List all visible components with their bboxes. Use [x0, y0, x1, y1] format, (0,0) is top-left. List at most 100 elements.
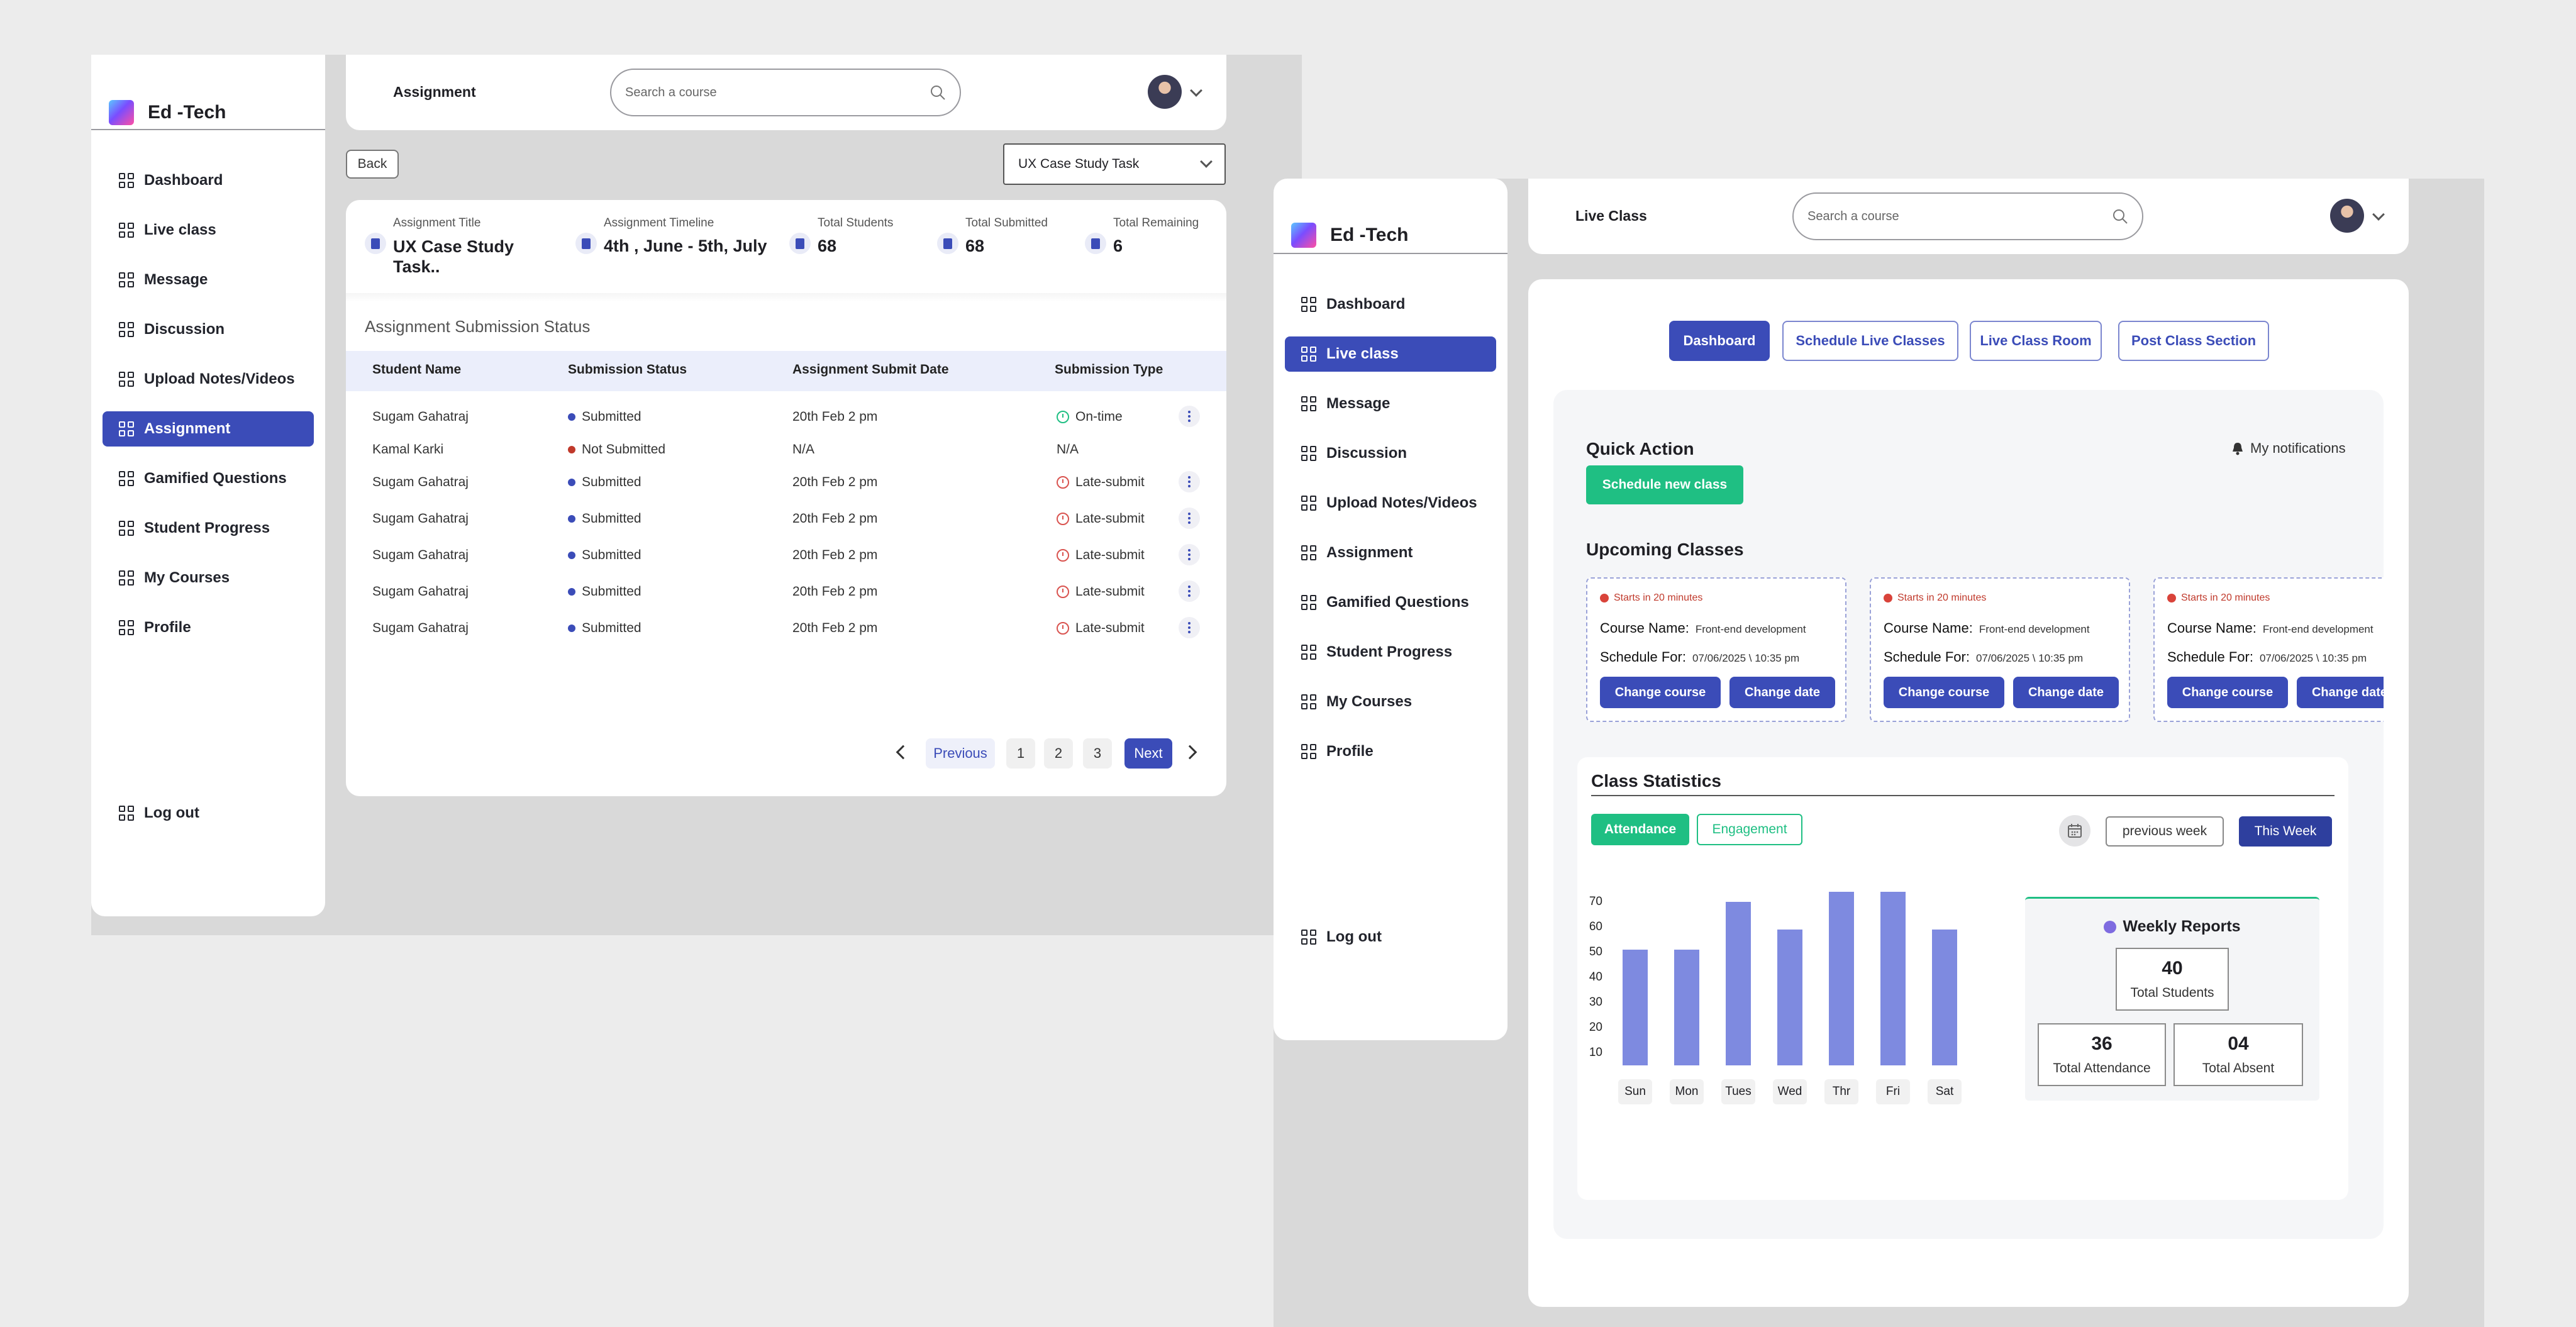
notifications-link[interactable]: My notifications — [2231, 440, 2346, 457]
page-1[interactable]: 1 — [1006, 738, 1035, 769]
row-menu-icon[interactable] — [1179, 617, 1200, 638]
previous-week-button[interactable]: previous week — [2106, 816, 2224, 847]
prev-arrow-icon[interactable] — [896, 745, 911, 760]
right-sidebar: Ed -Tech Dashboard Live class Message Discu… — [1274, 179, 1507, 1040]
bar-wed — [1777, 930, 1802, 1065]
sidebar-item-discussion[interactable]: Discussion — [103, 312, 314, 347]
row-menu-icon[interactable] — [1179, 471, 1200, 492]
chevron-down-icon[interactable] — [1190, 84, 1202, 97]
sidebar-item-my-courses[interactable]: My Courses — [1285, 684, 1496, 719]
sidebar-item-student-progress[interactable]: Student Progress — [103, 511, 314, 546]
logout-button[interactable]: Log out — [1285, 919, 1496, 955]
status-text: Submitted — [582, 475, 641, 489]
change-course-button[interactable]: Change course — [1600, 677, 1721, 708]
sidebar-item-live-class[interactable]: Live class — [1285, 336, 1496, 372]
next-arrow-icon[interactable] — [1182, 745, 1197, 760]
sidebar-item-student-progress[interactable]: Student Progress — [1285, 635, 1496, 670]
avatar[interactable] — [1148, 75, 1182, 109]
summary-divider — [346, 293, 1226, 302]
tab-dashboard[interactable]: Dashboard — [1669, 321, 1770, 361]
row-menu-icon[interactable] — [1179, 544, 1200, 565]
status-text: Submitted — [582, 548, 641, 562]
schedule-label: Schedule For: — [2167, 649, 2253, 665]
change-date-button[interactable]: Change date — [1729, 677, 1835, 708]
row-menu-icon[interactable] — [1179, 508, 1200, 529]
bar-sun — [1623, 950, 1648, 1065]
type-text: On-time — [1075, 409, 1123, 424]
sidebar-item-dashboard[interactable]: Dashboard — [103, 163, 314, 198]
task-select[interactable]: UX Case Study Task — [1003, 143, 1226, 185]
sidebar-item-dashboard[interactable]: Dashboard — [1285, 287, 1496, 322]
sidebar-item-gamified-questions[interactable]: Gamified Questions — [1285, 585, 1496, 620]
change-course-button[interactable]: Change course — [1884, 677, 2004, 708]
student-name: Sugam Gahatraj — [372, 475, 469, 489]
avatar[interactable] — [2330, 199, 2364, 233]
change-date-button[interactable]: Change date — [2297, 677, 2384, 708]
sidebar-item-upload-notes-videos[interactable]: Upload Notes/Videos — [1285, 486, 1496, 521]
sidebar-item-gamified-questions[interactable]: Gamified Questions — [103, 461, 314, 496]
type-text: N/A — [1057, 442, 1079, 457]
search-input[interactable]: Search a course — [1792, 192, 2143, 240]
x-tick-label: Mon — [1670, 1079, 1704, 1104]
submit-date: 20th Feb 2 pm — [792, 621, 878, 635]
change-date-button[interactable]: Change date — [2013, 677, 2119, 708]
page-2[interactable]: 2 — [1044, 738, 1073, 769]
upcoming-class-card: Starts in 20 minutes Course Name: Front-en… — [2153, 577, 2384, 722]
change-course-button[interactable]: Change course — [2167, 677, 2288, 708]
sidebar-item-assignment[interactable]: Assignment — [1285, 535, 1496, 570]
previous-button[interactable]: Previous — [926, 738, 995, 769]
sidebar-item-message[interactable]: Message — [1285, 386, 1496, 421]
logout-label: Log out — [1326, 928, 1382, 945]
document-icon — [365, 233, 386, 254]
submission-status: Submitted — [568, 621, 641, 636]
sidebar-item-discussion[interactable]: Discussion — [1285, 436, 1496, 471]
timer-icon — [1057, 513, 1069, 525]
course-value: Front-end development — [1695, 623, 1806, 635]
schedule-for: Schedule For: 07/06/2025 \ 10:35 pm — [1884, 649, 2083, 665]
logout-button[interactable]: Log out — [103, 796, 314, 831]
summary-value-assignment-title: UX Case Study Task.. — [393, 237, 514, 276]
sidebar-item-my-courses[interactable]: My Courses — [103, 560, 314, 596]
row-menu-icon[interactable] — [1179, 406, 1200, 427]
sidebar-item-profile[interactable]: Profile — [1285, 734, 1496, 769]
timer-hand — [1062, 625, 1063, 629]
page-3[interactable]: 3 — [1083, 738, 1112, 769]
chevron-down-icon[interactable] — [2372, 208, 2385, 221]
calendar-icon[interactable] — [2059, 815, 2090, 847]
sidebar-item-upload-notes-videos[interactable]: Upload Notes/Videos — [103, 362, 314, 397]
sidebar-item-live-class[interactable]: Live class — [103, 213, 314, 248]
status-text: Submitted — [582, 584, 641, 599]
y-tick-label: 30 — [1589, 996, 1602, 1009]
sidebar-item-assignment[interactable]: Assignment — [103, 411, 314, 447]
tab-live-class-room[interactable]: Live Class Room — [1970, 321, 2102, 361]
menu-grid-icon — [1301, 446, 1316, 461]
course-label: Course Name: — [1600, 620, 1689, 636]
brand[interactable]: Ed -Tech — [1291, 223, 1408, 248]
menu-grid-icon — [119, 223, 134, 238]
brand[interactable]: Ed -Tech — [109, 100, 226, 125]
sidebar-item-label: My Courses — [1326, 693, 1413, 710]
submit-date: 20th Feb 2 pm — [792, 475, 878, 489]
sidebar-item-profile[interactable]: Profile — [103, 610, 314, 645]
brand-name: Ed -Tech — [1330, 225, 1409, 245]
row-menu-icon[interactable] — [1179, 580, 1200, 602]
schedule-for: Schedule For: 07/06/2025 \ 10:35 pm — [2167, 649, 2367, 665]
starts-text: Starts in 20 minutes — [1897, 592, 1987, 603]
quick-action-title: Quick Action — [1586, 439, 1694, 458]
engagement-tab[interactable]: Engagement — [1697, 814, 1802, 845]
sidebar-item-message[interactable]: Message — [103, 262, 314, 297]
summary-label-total-students: Total Students — [818, 216, 894, 230]
next-button[interactable]: Next — [1124, 738, 1172, 769]
schedule-label: Schedule For: — [1884, 649, 1970, 665]
schedule-new-class-button[interactable]: Schedule new class — [1586, 465, 1743, 504]
menu-grid-icon — [1301, 545, 1316, 560]
tab-post-class-section[interactable]: Post Class Section — [2118, 321, 2269, 361]
upcoming-class-card: Starts in 20 minutes Course Name: Front-en… — [1586, 577, 1846, 722]
course-label: Course Name: — [2167, 620, 2257, 636]
this-week-button[interactable]: This Week — [2239, 816, 2332, 847]
search-input[interactable]: Search a course — [610, 69, 961, 116]
attendance-tab[interactable]: Attendance — [1591, 814, 1689, 845]
tab-schedule-live-classes[interactable]: Schedule Live Classes — [1782, 321, 1958, 361]
starts-in: Starts in 20 minutes — [1600, 592, 1702, 604]
back-button[interactable]: Back — [346, 150, 399, 179]
